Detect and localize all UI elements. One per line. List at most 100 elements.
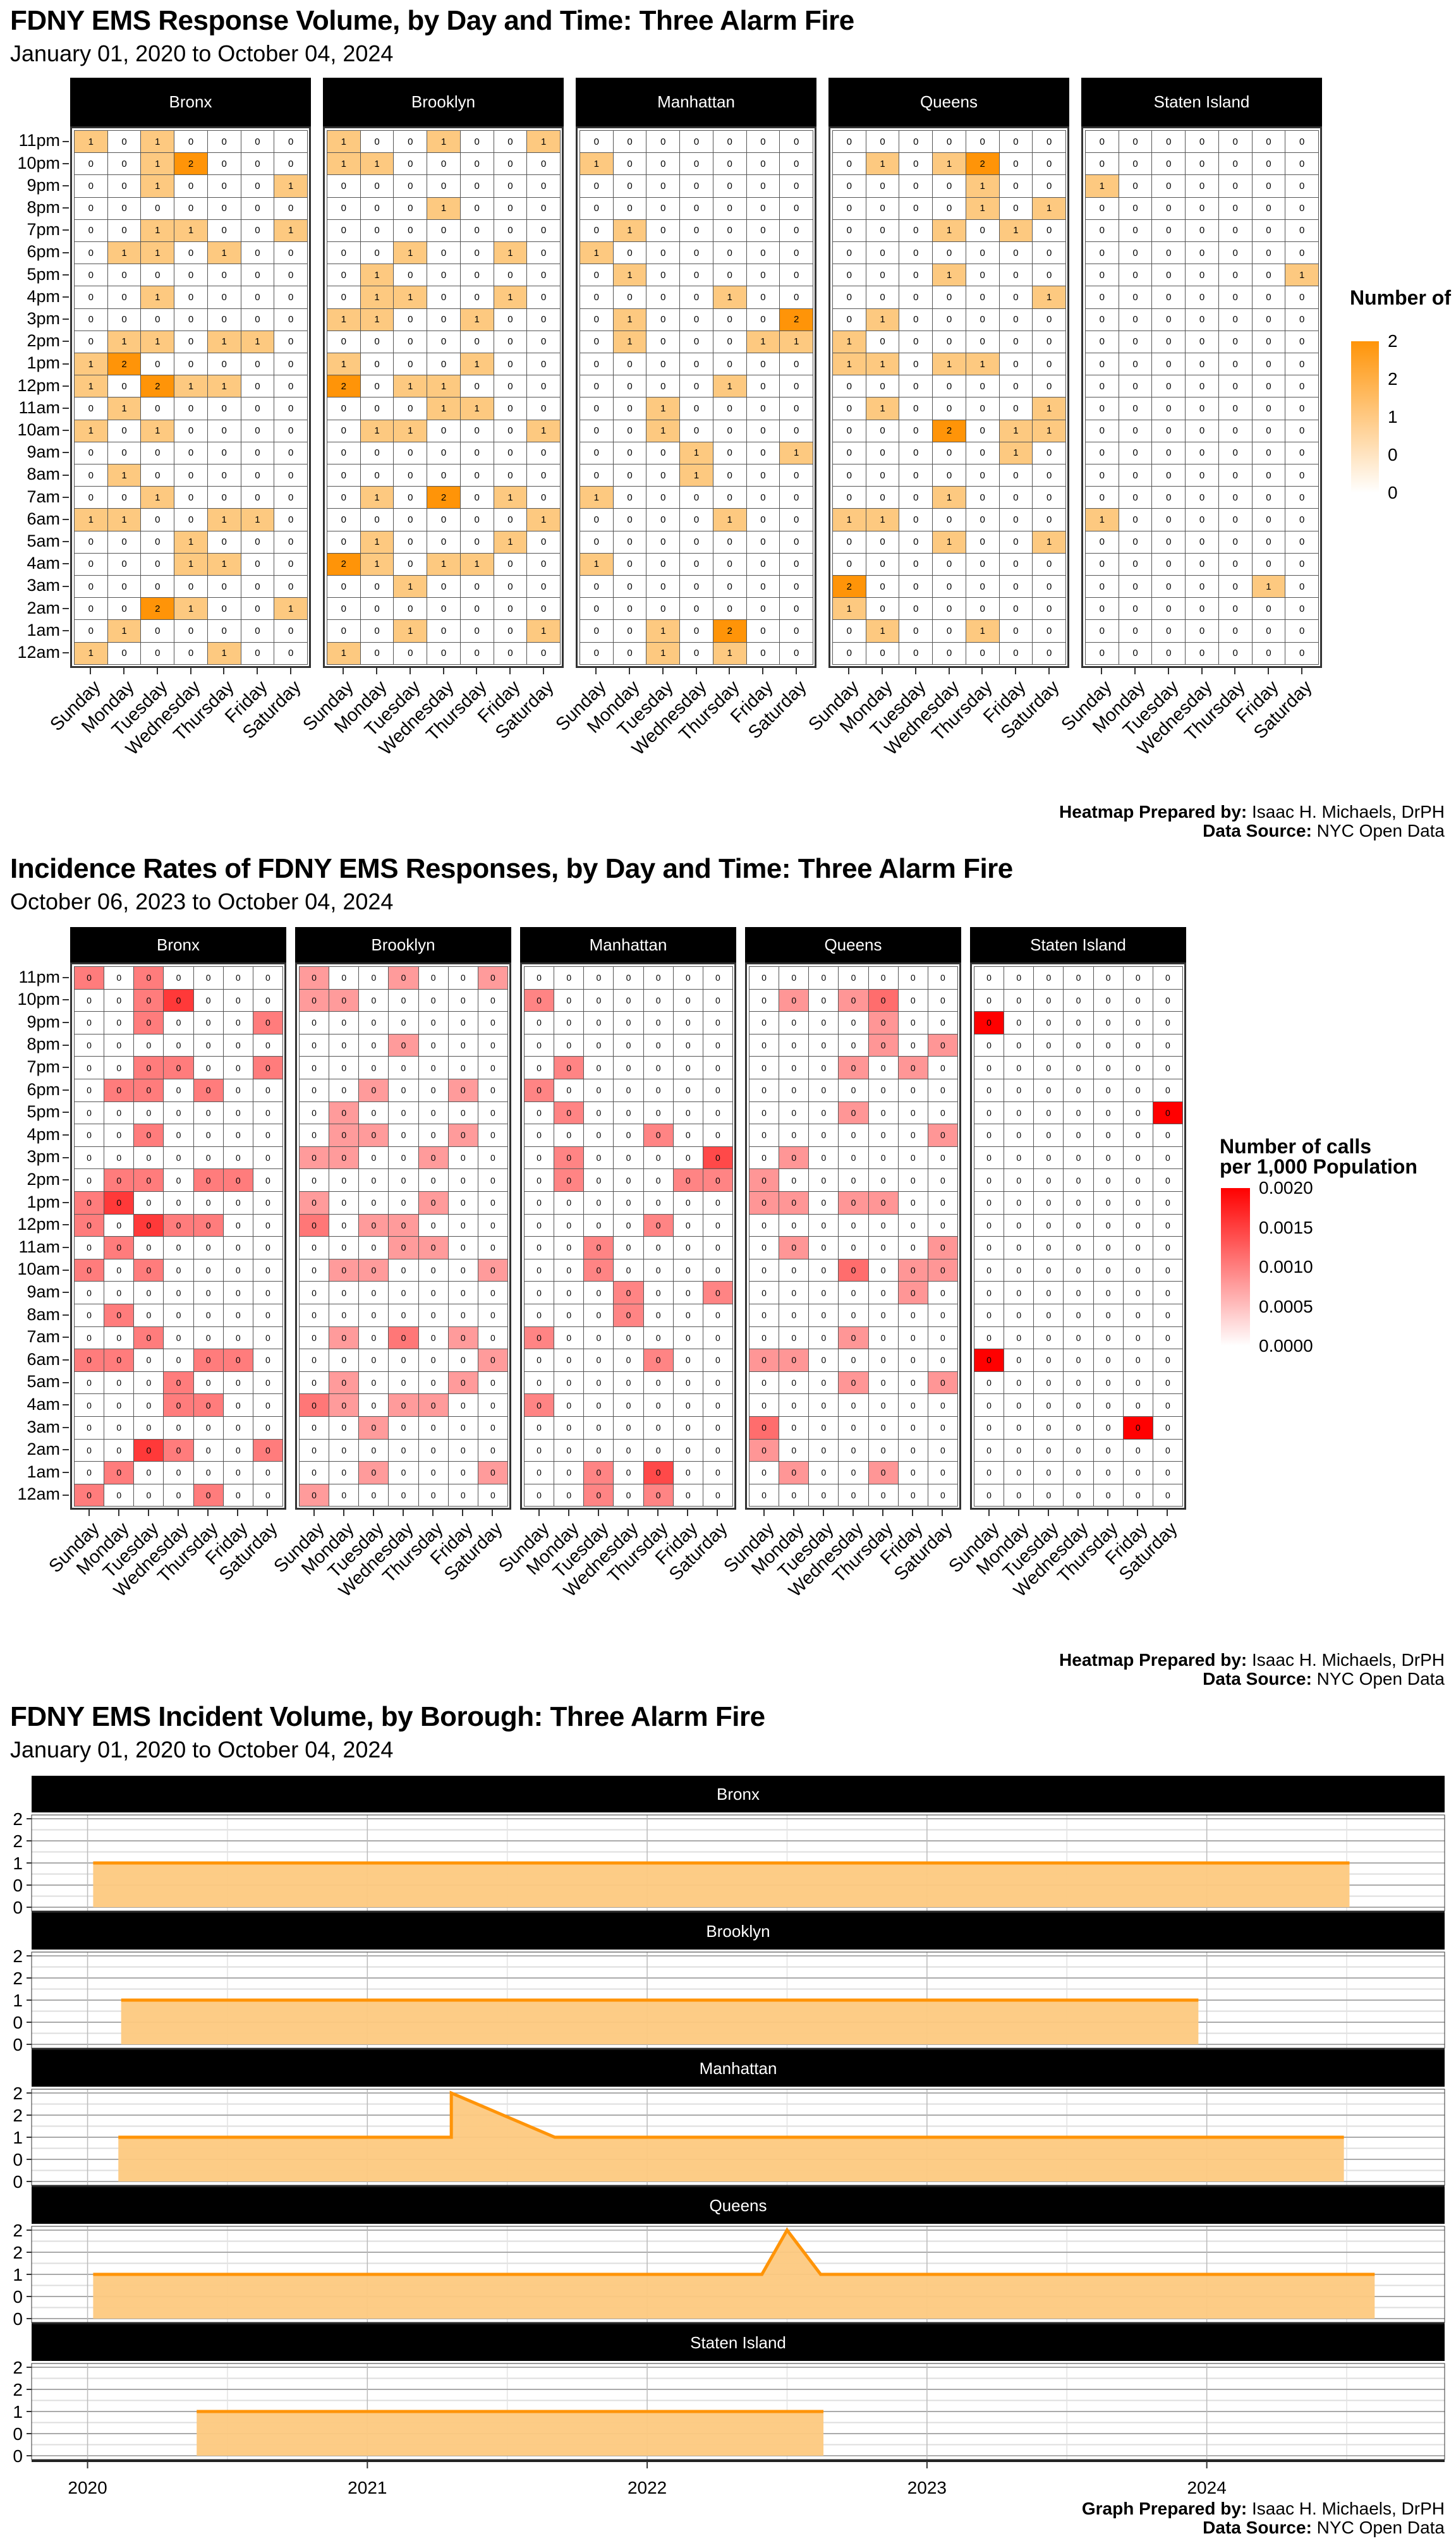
hm1-cell: 1	[74, 353, 108, 376]
hm1-cell: 0	[459, 530, 494, 554]
area-x-tick-label: 2022	[628, 2478, 667, 2497]
hm1-cell: 0	[274, 575, 308, 598]
hm1-cell: 0	[240, 641, 275, 665]
hm1-cell: 1	[140, 419, 175, 442]
hm1-cell: 0	[74, 330, 108, 353]
area-y-tick-label: 1	[13, 2265, 23, 2284]
hm1-cell: 1	[107, 619, 142, 643]
chart3-source-value: NYC Open Data	[1311, 2518, 1445, 2537]
hm1-cell: 0	[393, 197, 428, 220]
hm1-cell: 0	[393, 130, 428, 154]
hm1-cell: 0	[327, 464, 361, 487]
hm1-cell: 0	[427, 419, 461, 442]
hm1-cell: 0	[526, 397, 561, 420]
hm1-cell: 2	[427, 486, 461, 509]
hm1-cell: 0	[526, 353, 561, 376]
hm1-cell: 0	[526, 197, 561, 220]
hm1-cell: 0	[107, 641, 142, 665]
hm1-cell: 0	[174, 464, 208, 487]
hm1-y-tick	[63, 630, 69, 631]
hm1-cell: 0	[107, 597, 142, 621]
hm1-cell: 0	[107, 441, 142, 464]
area-y-tick-label: 1	[13, 2402, 23, 2422]
hm1-cell: 0	[140, 397, 175, 420]
hm1-cell: 0	[526, 308, 561, 331]
hm1-cell: 1	[393, 241, 428, 265]
hm1-cell: 1	[360, 530, 394, 554]
hm1-cell: 0	[327, 174, 361, 198]
hm1-cell: 1	[360, 486, 394, 509]
hm1-cell: 1	[459, 552, 494, 576]
chart1-subtitle: January 01, 2020 to October 04, 2024	[10, 40, 394, 66]
hm1-y-tick	[63, 341, 69, 343]
hm1-cell: 0	[140, 197, 175, 220]
hm1-cell: 0	[207, 197, 241, 220]
hm1-cell: 0	[240, 197, 275, 220]
hm1-y-label: 9am	[27, 442, 60, 462]
hm1-x-tick	[156, 667, 158, 674]
area-x-tick-label: 2023	[907, 2478, 947, 2497]
hm1-cell: 0	[207, 308, 241, 331]
hm1-cell: 0	[140, 464, 175, 487]
hm1-cell: 0	[459, 152, 494, 176]
hm1-y-tick	[63, 140, 69, 142]
hm1-cell: 0	[174, 397, 208, 420]
hm1-y-label: 2pm	[27, 331, 60, 351]
hm1-cell: 0	[327, 441, 361, 464]
hm1-y-tick	[63, 274, 69, 276]
hm1-cell: 2	[174, 152, 208, 176]
hm1-cell: 0	[327, 241, 361, 265]
hm1-cell: 0	[174, 130, 208, 154]
hm1-cell: 0	[74, 264, 108, 287]
hm1-cell: 0	[274, 264, 308, 287]
area-y-tick-label: 2	[13, 2380, 23, 2399]
hm1-cell: 0	[107, 308, 142, 331]
hm1-cell: 0	[207, 464, 241, 487]
hm1-cell: 2	[140, 375, 175, 398]
hm1-cell: 0	[274, 130, 308, 154]
area-fill-brooklyn	[121, 2000, 1199, 2044]
chart3-caption: Graph Prepared by: Isaac H. Michaels, Dr…	[1082, 2499, 1445, 2537]
hm1-cell: 1	[274, 597, 308, 621]
hm1-cell: 1	[360, 286, 394, 309]
hm1-y-label: 7am	[27, 487, 60, 506]
hm1-cell: 1	[274, 219, 308, 242]
hm1-cell: 0	[74, 197, 108, 220]
hm1-y-label: 12am	[17, 643, 60, 662]
area-y-tick-label: 2	[13, 1809, 23, 1829]
area-y-tick-label: 2	[13, 2084, 23, 2103]
hm1-cell: 0	[526, 264, 561, 287]
area-strip-label-queens: Queens	[709, 2196, 767, 2215]
hm1-cell: 0	[493, 375, 528, 398]
hm1-cell: 0	[274, 241, 308, 265]
hm1-cell: 0	[393, 174, 428, 198]
hm1-strip-bronx: Bronx	[70, 78, 311, 126]
hm1-cell: 0	[427, 353, 461, 376]
hm1-y-label: 1am	[27, 620, 60, 640]
hm1-y-label: 10pm	[17, 153, 60, 173]
hm1-cell: 0	[274, 152, 308, 176]
hm1-y-tick	[63, 185, 69, 186]
hm1-cell: 0	[240, 552, 275, 576]
hm1-y-label: 1pm	[27, 353, 60, 373]
hm1-cell: 0	[140, 641, 175, 665]
hm1-cell: 0	[274, 530, 308, 554]
hm1-y-label: 12pm	[17, 375, 60, 395]
hm1-cell: 0	[427, 241, 461, 265]
hm1-cell: 0	[393, 219, 428, 242]
hm1-cell: 0	[274, 308, 308, 331]
hm1-cell: 1	[240, 508, 275, 531]
hm1-y-label: 3pm	[27, 309, 60, 328]
hm1-cell: 0	[526, 530, 561, 554]
hm1-cell: 0	[360, 130, 394, 154]
hm1-cell: 0	[174, 174, 208, 198]
hm1-y-tick	[63, 452, 69, 454]
hm1-y-label: 5pm	[27, 264, 60, 284]
hm1-cell: 0	[427, 508, 461, 531]
hm1-cell: 1	[427, 375, 461, 398]
hm1-cell: 0	[240, 241, 275, 265]
hm1-cell: 0	[526, 152, 561, 176]
hm1-y-tick	[63, 318, 69, 320]
